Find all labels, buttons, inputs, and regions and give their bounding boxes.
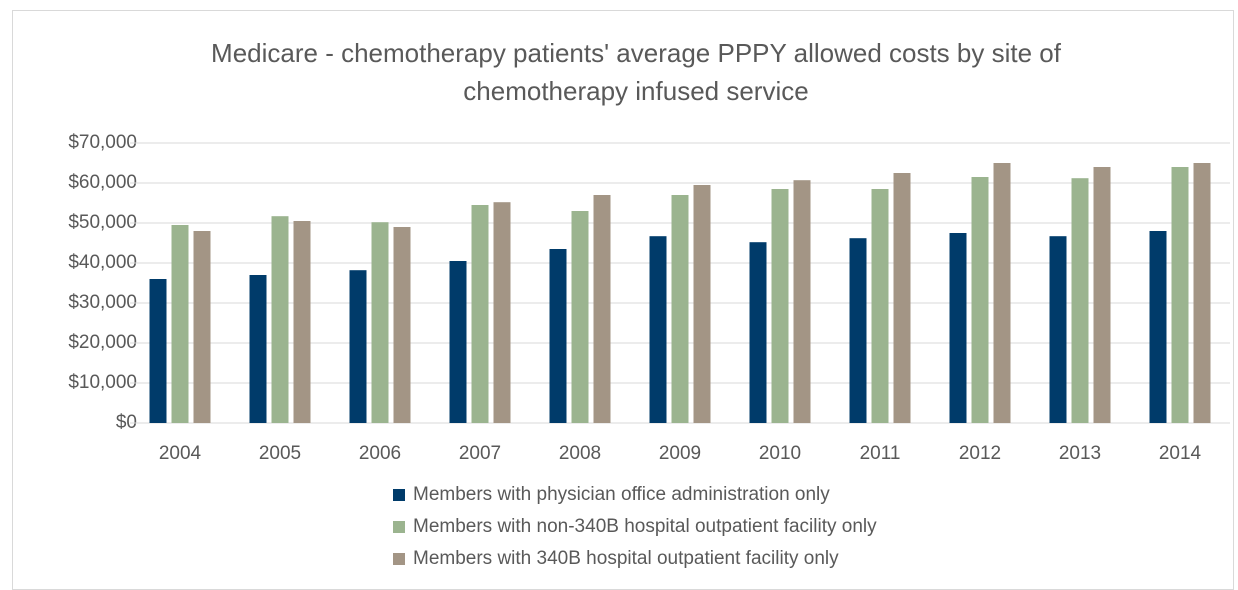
bar — [1049, 236, 1067, 423]
bar — [149, 279, 167, 423]
x-tick-label: 2013 — [1059, 443, 1101, 464]
bar — [849, 238, 867, 423]
y-tick-label: $0 — [116, 412, 137, 433]
x-tick-label: 2014 — [1159, 443, 1202, 464]
legend-swatch — [393, 521, 405, 533]
bar — [493, 202, 511, 423]
bar — [793, 180, 811, 423]
legend-swatch — [393, 553, 405, 565]
bar — [471, 205, 489, 423]
x-tick-label: 2007 — [459, 443, 501, 464]
x-tick-label: 2012 — [959, 443, 1001, 464]
bar — [349, 270, 367, 423]
y-tick-label: $30,000 — [68, 292, 137, 313]
bar — [949, 233, 967, 423]
y-tick-label: $70,000 — [68, 132, 137, 153]
x-tick-label: 2010 — [759, 443, 801, 464]
y-tick-label: $40,000 — [68, 252, 137, 273]
x-tick-label: 2009 — [659, 443, 701, 464]
bar — [971, 177, 989, 423]
bar — [371, 222, 389, 423]
x-tick-label: 2005 — [259, 443, 301, 464]
legend-label: Members with physician office administra… — [413, 484, 830, 505]
y-tick-label: $20,000 — [68, 332, 137, 353]
bar — [1149, 231, 1167, 423]
bar — [249, 275, 267, 423]
bar — [871, 189, 889, 423]
bar — [749, 242, 767, 423]
bar — [293, 221, 311, 423]
bar — [393, 227, 411, 423]
bar — [1093, 167, 1111, 423]
x-tick-label: 2004 — [159, 443, 202, 464]
x-tick-label: 2011 — [860, 443, 901, 464]
bar — [771, 189, 789, 423]
bar — [549, 249, 567, 423]
y-tick-label: $10,000 — [68, 372, 137, 393]
bar — [1193, 163, 1211, 423]
bar — [671, 195, 689, 423]
bar — [693, 185, 711, 423]
y-tick-label: $60,000 — [68, 172, 137, 193]
bar — [1171, 167, 1189, 423]
bar — [593, 195, 611, 423]
bar — [649, 236, 667, 423]
bar — [171, 225, 189, 423]
bar — [193, 231, 211, 423]
x-tick-label: 2008 — [559, 443, 601, 464]
bar — [993, 163, 1011, 423]
legend-label: Members with non-340B hospital outpatien… — [413, 516, 877, 537]
bar — [571, 211, 589, 423]
y-tick-label: $50,000 — [68, 212, 137, 233]
bar — [1071, 178, 1089, 423]
legend-swatch — [393, 489, 405, 501]
x-tick-label: 2006 — [359, 443, 401, 464]
legend-label: Members with 340B hospital outpatient fa… — [413, 548, 839, 569]
bar — [271, 216, 289, 423]
chart-title: Medicare - chemotherapy patients' averag… — [211, 38, 1061, 106]
bar — [893, 173, 911, 423]
bar — [449, 261, 467, 423]
